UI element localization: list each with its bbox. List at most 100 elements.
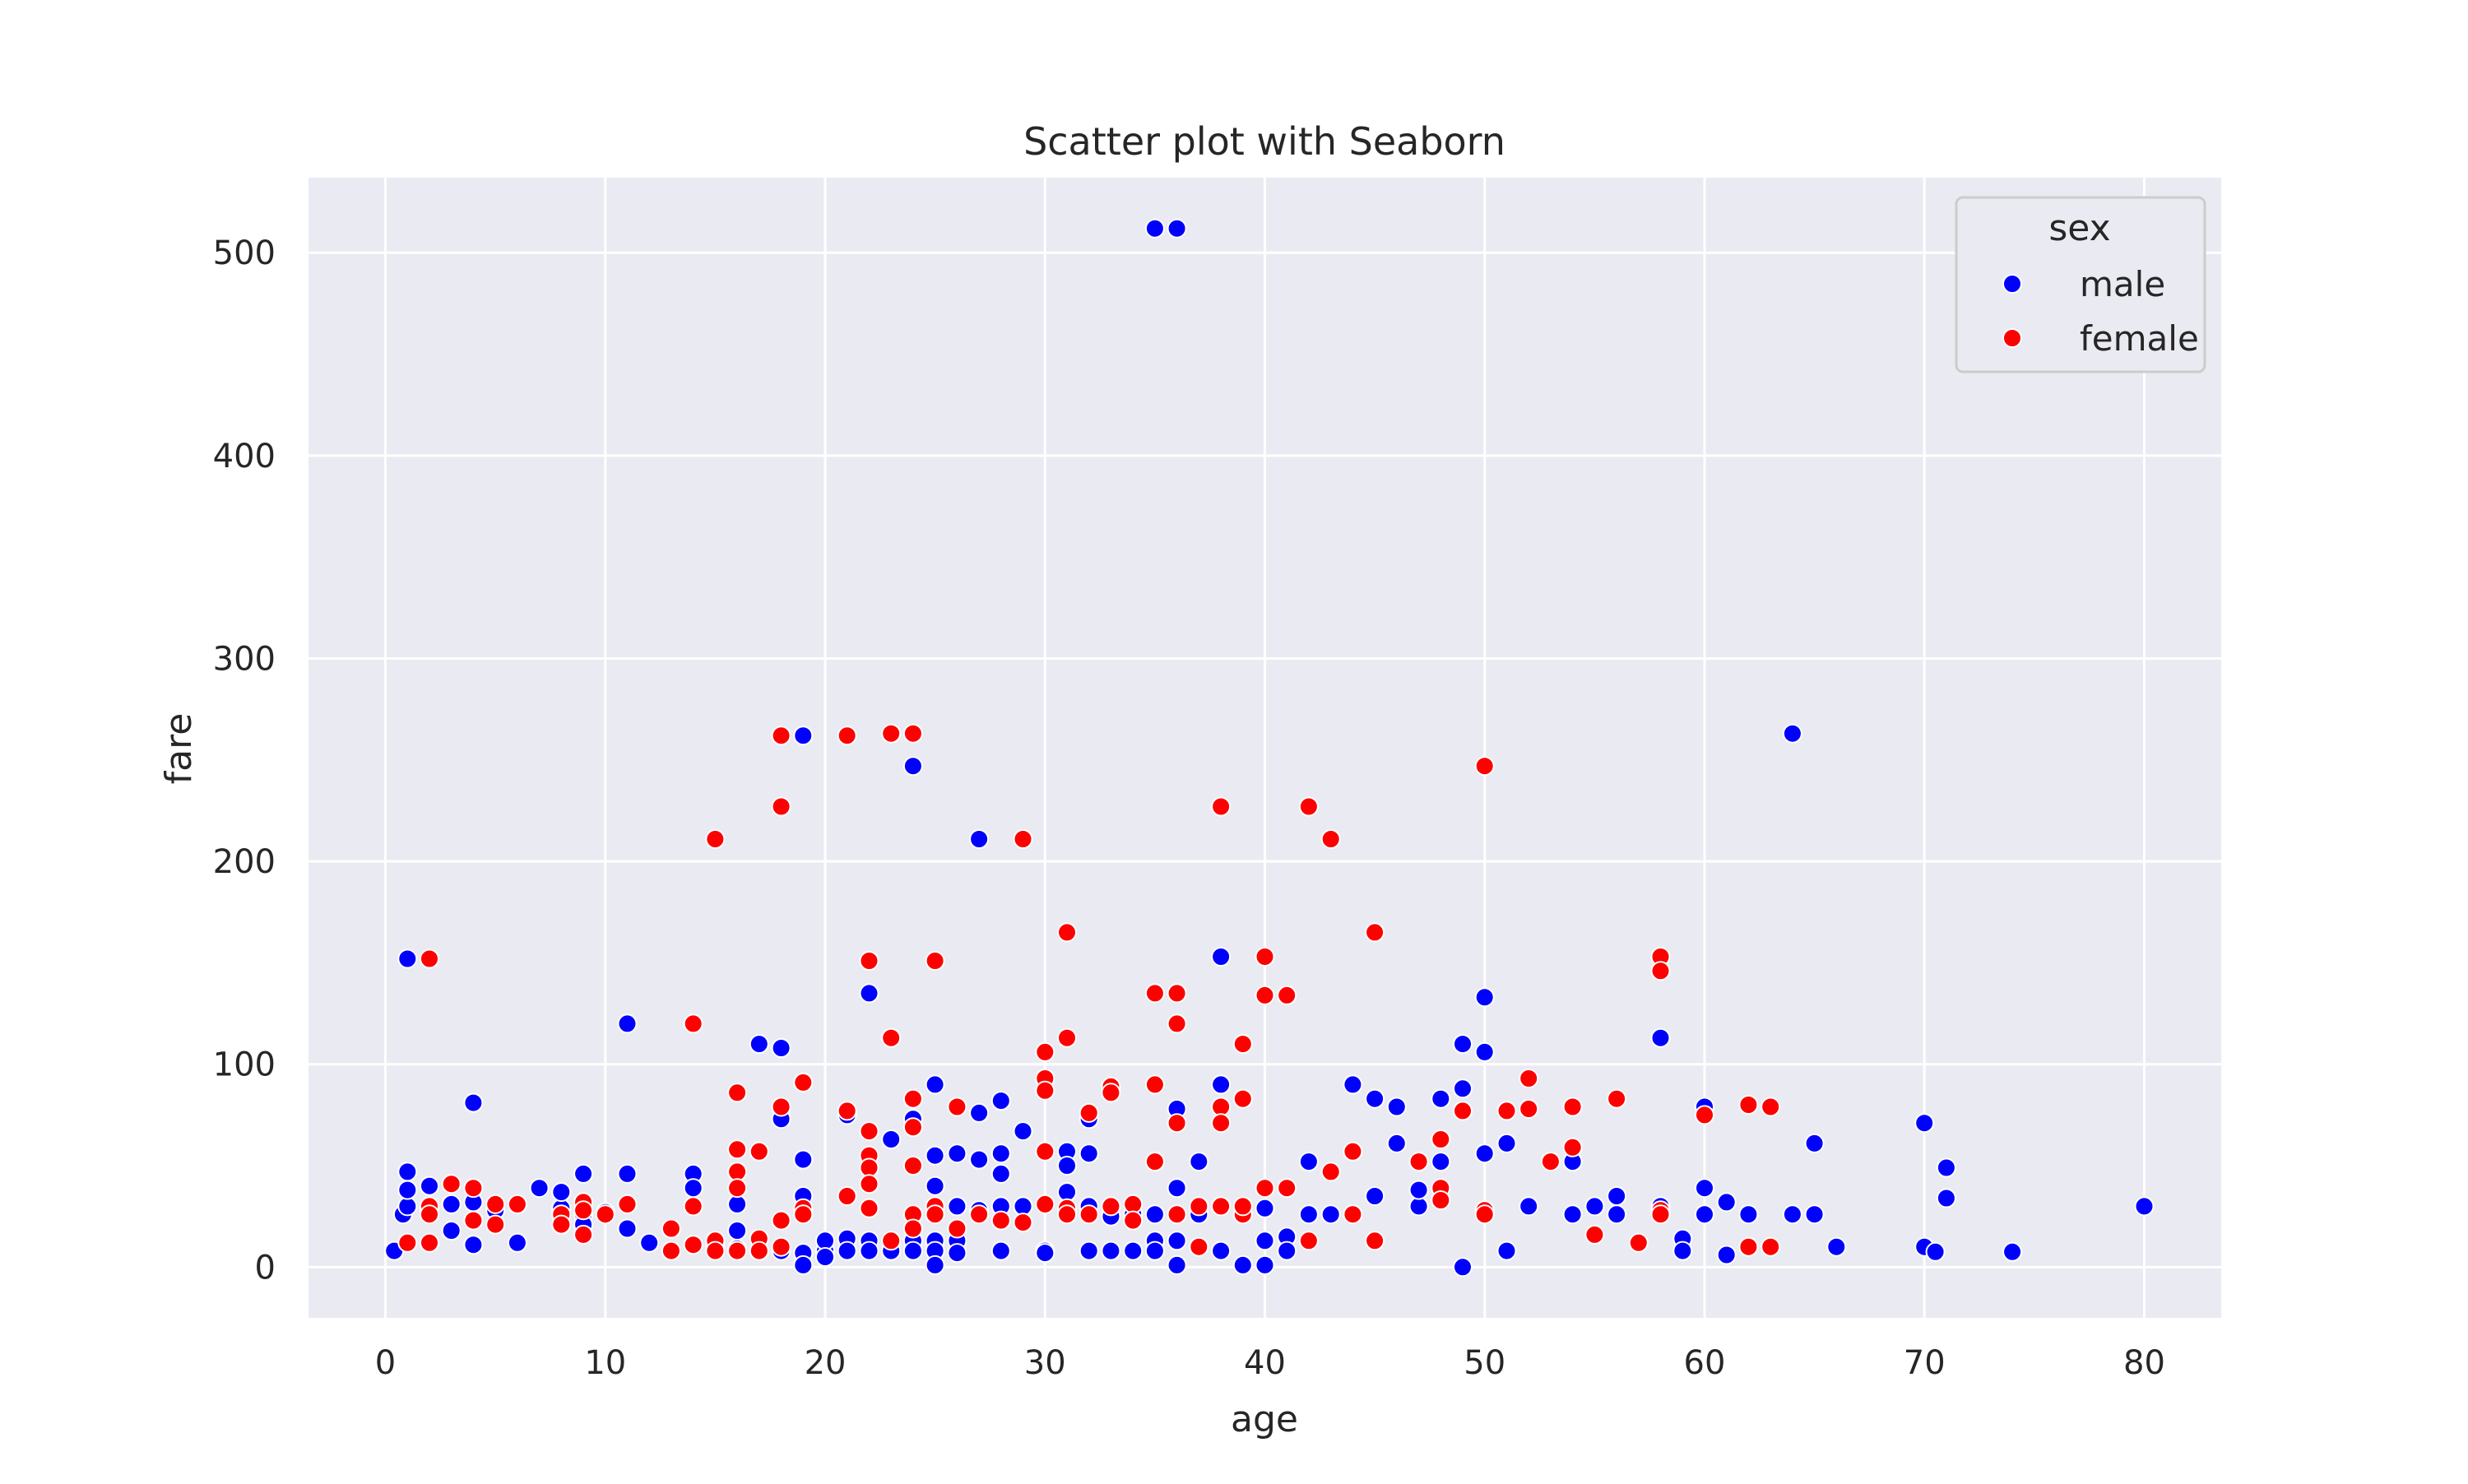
data-point-female	[1189, 1236, 1209, 1257]
data-point-female	[859, 1198, 879, 1218]
data-point-male	[1826, 1236, 1847, 1257]
data-point-female	[1365, 1231, 1385, 1251]
data-point-male	[463, 1092, 484, 1113]
data-point-male	[529, 1178, 550, 1199]
data-point-male	[573, 1163, 594, 1184]
data-point-male	[902, 756, 923, 777]
y-tick-label: 500	[213, 234, 276, 272]
data-point-male	[925, 1074, 945, 1095]
data-point-female	[1079, 1204, 1099, 1225]
legend-label-female: female	[2080, 318, 2199, 359]
data-point-female	[463, 1210, 484, 1231]
data-point-female	[793, 1204, 814, 1225]
data-point-male	[925, 1145, 945, 1166]
data-point-female	[420, 1232, 439, 1253]
data-point-male	[1343, 1074, 1363, 1095]
data-point-female	[1298, 796, 1319, 817]
data-point-female	[990, 1210, 1011, 1231]
data-point-male	[420, 1176, 439, 1196]
data-point-female	[1738, 1095, 1759, 1115]
data-point-male	[947, 1143, 967, 1164]
x-tick-label: 40	[1244, 1344, 1286, 1382]
x-tick-label: 0	[375, 1344, 396, 1382]
data-point-male	[1255, 1254, 1275, 1275]
data-point-female	[771, 726, 791, 746]
data-point-female	[749, 1141, 769, 1162]
x-tick-label: 60	[1684, 1344, 1726, 1382]
data-point-female	[902, 723, 923, 744]
data-point-female	[1408, 1152, 1429, 1172]
data-point-male	[1607, 1186, 1627, 1206]
data-point-female	[1320, 1162, 1341, 1182]
data-point-female	[1167, 1204, 1187, 1225]
data-point-male	[749, 1034, 769, 1055]
data-point-male	[1431, 1088, 1451, 1109]
data-point-female	[727, 1139, 748, 1160]
x-tick-label: 50	[1464, 1344, 1505, 1382]
data-point-female	[1057, 1204, 1077, 1225]
data-point-female	[1562, 1097, 1583, 1117]
data-point-male	[1519, 1196, 1539, 1217]
data-point-male	[902, 1241, 923, 1261]
data-point-male	[2134, 1196, 2155, 1217]
data-point-male	[1474, 1143, 1495, 1164]
data-point-female	[1057, 922, 1077, 943]
data-point-male	[859, 1241, 879, 1261]
data-point-male	[1255, 1231, 1275, 1251]
data-point-female	[1343, 1204, 1363, 1225]
data-point-male	[1255, 1198, 1275, 1218]
data-point-male	[793, 1149, 814, 1170]
data-point-male	[1672, 1241, 1693, 1261]
chart-title: Scatter plot with Seaborn	[1023, 119, 1505, 164]
data-point-female	[463, 1178, 484, 1199]
data-point-female	[1738, 1236, 1759, 1257]
data-point-male	[617, 1013, 638, 1034]
data-point-female	[1013, 829, 1033, 849]
data-point-female	[617, 1194, 638, 1214]
data-point-male	[1738, 1204, 1759, 1225]
x-tick-label: 10	[584, 1344, 626, 1382]
data-point-female	[573, 1224, 594, 1245]
data-point-female	[947, 1218, 967, 1239]
data-point-female	[771, 1097, 791, 1117]
data-point-female	[1123, 1210, 1144, 1231]
data-point-female	[1474, 1204, 1495, 1225]
data-point-female	[859, 1174, 879, 1194]
data-point-female	[1035, 1141, 1055, 1162]
data-point-female	[925, 951, 945, 971]
data-point-female	[947, 1097, 967, 1117]
data-point-male	[1167, 1231, 1187, 1251]
data-point-male	[1474, 1041, 1495, 1062]
legend-label-male: male	[2080, 264, 2165, 304]
data-point-female	[902, 1218, 923, 1239]
data-point-female	[925, 1204, 945, 1225]
data-point-male	[881, 1129, 902, 1149]
data-point-female	[1277, 985, 1297, 1005]
data-point-female	[1167, 1013, 1187, 1034]
data-point-female	[1211, 1196, 1232, 1217]
y-tick-label: 400	[213, 438, 276, 475]
data-point-female	[1144, 1152, 1165, 1172]
data-point-female	[683, 1013, 703, 1034]
data-point-male	[771, 1038, 791, 1058]
data-point-male	[441, 1221, 462, 1241]
data-point-male	[990, 1163, 1011, 1184]
data-point-male	[947, 1243, 967, 1264]
data-point-male	[1453, 1078, 1473, 1099]
legend-marker-female	[2002, 328, 2022, 348]
data-point-female	[902, 1117, 923, 1138]
data-point-female	[485, 1214, 506, 1235]
data-point-female	[1211, 796, 1232, 817]
data-point-female	[1320, 829, 1341, 849]
data-point-female	[485, 1194, 506, 1214]
data-point-female	[441, 1174, 462, 1194]
data-point-female	[1167, 983, 1187, 1004]
data-point-male	[727, 1221, 748, 1241]
data-point-male	[1189, 1152, 1209, 1172]
data-point-female	[1035, 1194, 1055, 1214]
data-point-female	[771, 1210, 791, 1231]
data-point-male	[1057, 1182, 1077, 1203]
data-point-male	[793, 1254, 814, 1275]
